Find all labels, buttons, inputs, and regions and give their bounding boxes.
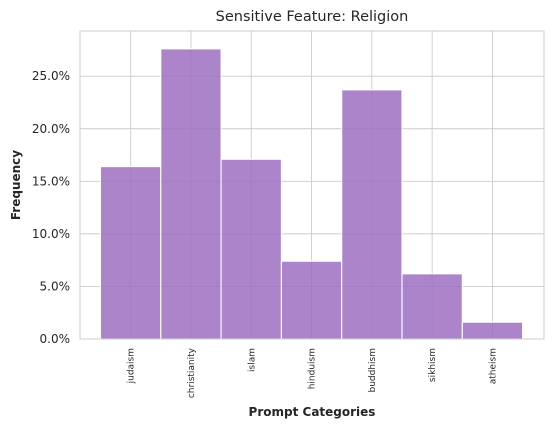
bar-hinduism bbox=[280, 260, 343, 340]
x-tick-label: christianity bbox=[187, 347, 197, 398]
x-tick-label: buddhism bbox=[368, 348, 378, 393]
x-axis-label: Prompt Categories bbox=[249, 405, 376, 419]
x-tick-label: sikhism bbox=[428, 348, 438, 382]
bar-sikhism bbox=[401, 273, 463, 340]
y-tick-label: 10.0% bbox=[32, 227, 70, 241]
y-tick-label: 0.0% bbox=[40, 332, 71, 346]
bar-judaism bbox=[99, 166, 162, 340]
bar-islam bbox=[220, 158, 282, 340]
x-tick-label: atheism bbox=[488, 348, 498, 384]
y-axis-label: Frequency bbox=[9, 150, 23, 220]
bars bbox=[99, 48, 524, 340]
y-tick-label: 5.0% bbox=[40, 279, 71, 293]
chart-title: Sensitive Feature: Religion bbox=[216, 9, 409, 25]
x-tick-label: hinduism bbox=[308, 348, 318, 389]
bar-buddhism bbox=[341, 89, 403, 340]
x-tick-label: islam bbox=[247, 348, 257, 372]
plot-frame bbox=[79, 30, 545, 340]
x-tick-label: judaism bbox=[127, 348, 137, 384]
x-tick-labels: judaism christianity islam hinduism buddhism… bbox=[127, 347, 499, 398]
bar-atheism bbox=[461, 321, 524, 340]
y-tick-labels: 0.0% 5.0% 10.0% 15.0% 20.0% 25.0% bbox=[32, 69, 70, 346]
y-tick-label: 15.0% bbox=[32, 174, 70, 188]
y-tick-label: 25.0% bbox=[32, 69, 70, 83]
bar-christianity bbox=[160, 48, 222, 340]
y-tick-label: 20.0% bbox=[32, 122, 70, 136]
